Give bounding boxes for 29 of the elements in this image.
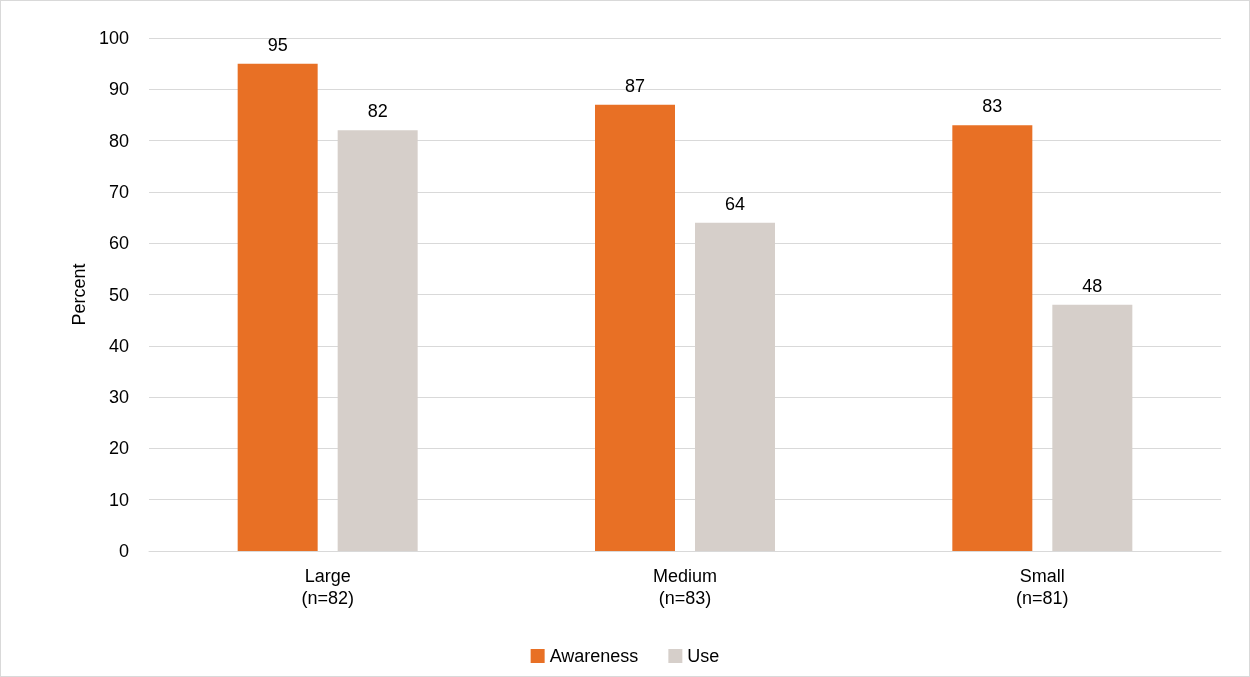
data-label: 48	[1082, 275, 1103, 296]
data-label: 87	[624, 75, 646, 96]
bar	[1052, 304, 1133, 551]
data-label: 95	[267, 34, 288, 55]
legend-label: Awareness	[549, 646, 639, 666]
y-axis-title: Percent	[69, 263, 90, 326]
y-tick-label: 30	[108, 387, 129, 408]
bar	[337, 130, 418, 551]
data-label: 82	[367, 101, 388, 122]
bar	[952, 125, 1033, 551]
x-tick-label: Medium (n=83)	[652, 566, 718, 608]
y-tick-label: 90	[108, 79, 129, 100]
y-tick-label: 0	[118, 541, 129, 561]
x-tick-label: Small (n=81)	[1016, 566, 1069, 608]
data-label: 64	[724, 193, 746, 214]
y-tick-label: 60	[108, 233, 129, 254]
y-tick-label: 50	[108, 284, 129, 305]
bar	[695, 222, 775, 551]
y-tick-label: 80	[108, 130, 129, 151]
legend-label: Use	[687, 646, 720, 666]
y-tick-label: 10	[108, 489, 129, 510]
bar	[237, 63, 318, 551]
x-tick-label: Large (n=82)	[301, 566, 354, 608]
y-tick-label: 40	[108, 335, 129, 356]
bar	[595, 104, 675, 551]
y-tick-label: 20	[108, 438, 129, 459]
y-tick-label: 70	[108, 181, 129, 202]
y-tick-label: 100	[98, 28, 129, 48]
data-label: 83	[982, 96, 1003, 117]
